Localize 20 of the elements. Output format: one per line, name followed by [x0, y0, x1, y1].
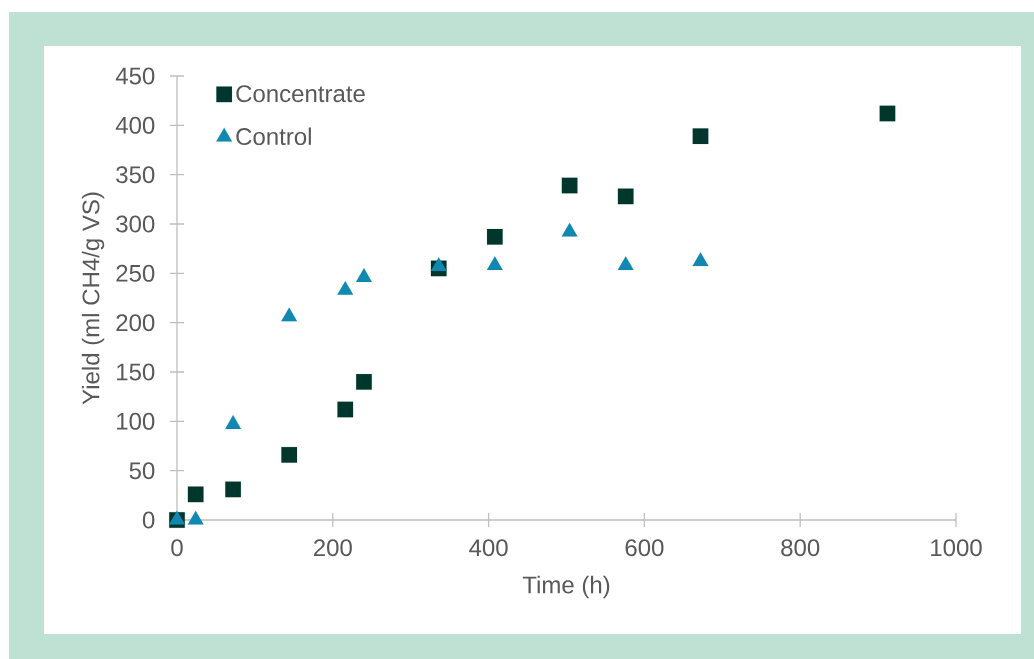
- x-axis-title: Time (h): [522, 575, 610, 599]
- x-tick-label: 600: [625, 539, 664, 557]
- y-tick-label: 350: [116, 166, 155, 184]
- x-tick-label: 800: [781, 539, 820, 557]
- legend-label: Concentrate: [236, 85, 365, 103]
- legend-label: Control: [236, 127, 311, 146]
- y-axis-title: Yield (ml CH4/g VS): [81, 192, 105, 405]
- y-tick-label: 250: [116, 264, 155, 282]
- y-tick-label: 450: [115, 67, 155, 85]
- x-tick-label: 400: [469, 539, 508, 557]
- x-tick-label: 200: [313, 539, 352, 557]
- y-tick-label: 300: [116, 215, 155, 233]
- y-tick-label: 100: [117, 412, 155, 430]
- y-tick-label: 50: [129, 462, 155, 480]
- y-tick-label: 200: [116, 314, 155, 332]
- x-tick-label: 1000: [931, 539, 982, 557]
- y-tick-label: 0: [142, 511, 155, 529]
- y-tick-label: 400: [115, 116, 155, 134]
- x-tick-label: 0: [171, 539, 183, 557]
- y-tick-label: 150: [117, 363, 155, 381]
